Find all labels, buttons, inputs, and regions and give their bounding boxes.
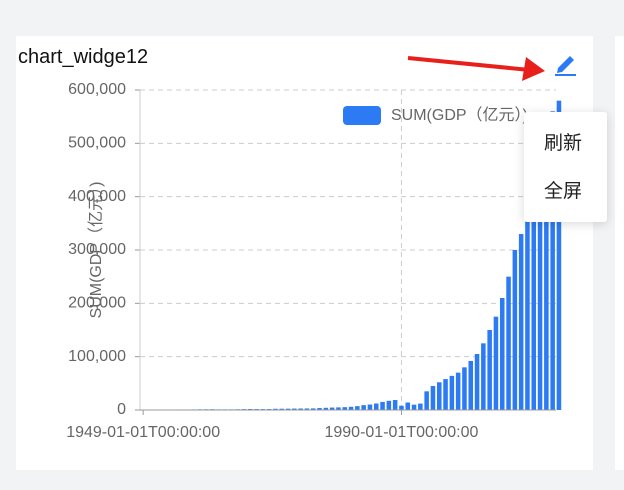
y-tick-label: 0 xyxy=(117,401,126,418)
bar xyxy=(550,111,555,410)
bar xyxy=(392,400,398,410)
bar xyxy=(468,360,474,410)
bar xyxy=(247,408,253,410)
bar xyxy=(481,343,486,410)
menu-item[interactable]: 刷新 xyxy=(544,133,583,154)
y-tick-label: 300,000 xyxy=(68,241,126,258)
bar xyxy=(411,404,417,410)
y-tick-label: 400,000 xyxy=(68,188,126,205)
bar xyxy=(430,386,436,410)
bar xyxy=(367,404,373,410)
bar xyxy=(474,354,480,410)
bar xyxy=(292,408,297,410)
bar xyxy=(487,330,492,410)
legend-swatch xyxy=(343,106,381,125)
arrow xyxy=(407,56,531,72)
bar xyxy=(537,196,543,410)
y-axis-label: SUM(GDP（亿元）) xyxy=(87,182,105,319)
bar xyxy=(310,408,316,410)
bar xyxy=(418,403,423,410)
bar xyxy=(386,400,392,410)
bar xyxy=(361,405,366,410)
bar xyxy=(279,408,285,410)
arrow-head xyxy=(522,57,545,81)
bar xyxy=(424,391,429,410)
y-tick-label: 200,000 xyxy=(68,295,126,312)
bar xyxy=(506,276,511,410)
menu-item[interactable]: 全屏 xyxy=(544,181,583,202)
bar xyxy=(323,407,329,410)
bar xyxy=(455,372,461,410)
bar xyxy=(512,250,518,410)
bar xyxy=(405,402,411,410)
bar xyxy=(304,408,310,410)
bar xyxy=(544,143,549,411)
context-menu: 刷新 全屏 xyxy=(524,112,607,222)
bar xyxy=(518,234,524,410)
bar xyxy=(373,403,379,410)
bar xyxy=(348,406,354,410)
bar xyxy=(317,408,322,410)
y-tick-label: 600,000 xyxy=(68,81,126,98)
x-tick-label: 1990-01-01T00:00:00 xyxy=(324,424,478,441)
next-card xyxy=(615,36,624,470)
bar xyxy=(342,407,348,410)
widget-title: chart_widge12 xyxy=(18,46,149,68)
y-tick-label: 500,000 xyxy=(68,135,126,152)
bar xyxy=(531,207,537,410)
bar xyxy=(285,408,291,410)
bar xyxy=(436,382,442,410)
bar xyxy=(298,408,303,410)
bar xyxy=(493,316,499,410)
bar xyxy=(449,375,455,410)
legend-label: SUM(GDP（亿元）) xyxy=(391,106,528,124)
bar xyxy=(443,379,448,410)
bar xyxy=(273,408,278,410)
bar xyxy=(380,401,385,410)
bar xyxy=(336,407,341,410)
bar xyxy=(399,405,404,410)
x-tick-label: 1949-01-01T00:00:00 xyxy=(66,424,220,441)
bar xyxy=(499,298,505,410)
bar xyxy=(462,367,467,410)
bar xyxy=(355,406,360,410)
plot: SUM(GDP（亿元）) xyxy=(135,89,562,415)
bar xyxy=(525,218,530,410)
y-tick-label: 100,000 xyxy=(68,348,126,365)
edit-icon[interactable] xyxy=(555,56,576,76)
bar xyxy=(329,407,335,410)
bar xyxy=(556,100,562,411)
